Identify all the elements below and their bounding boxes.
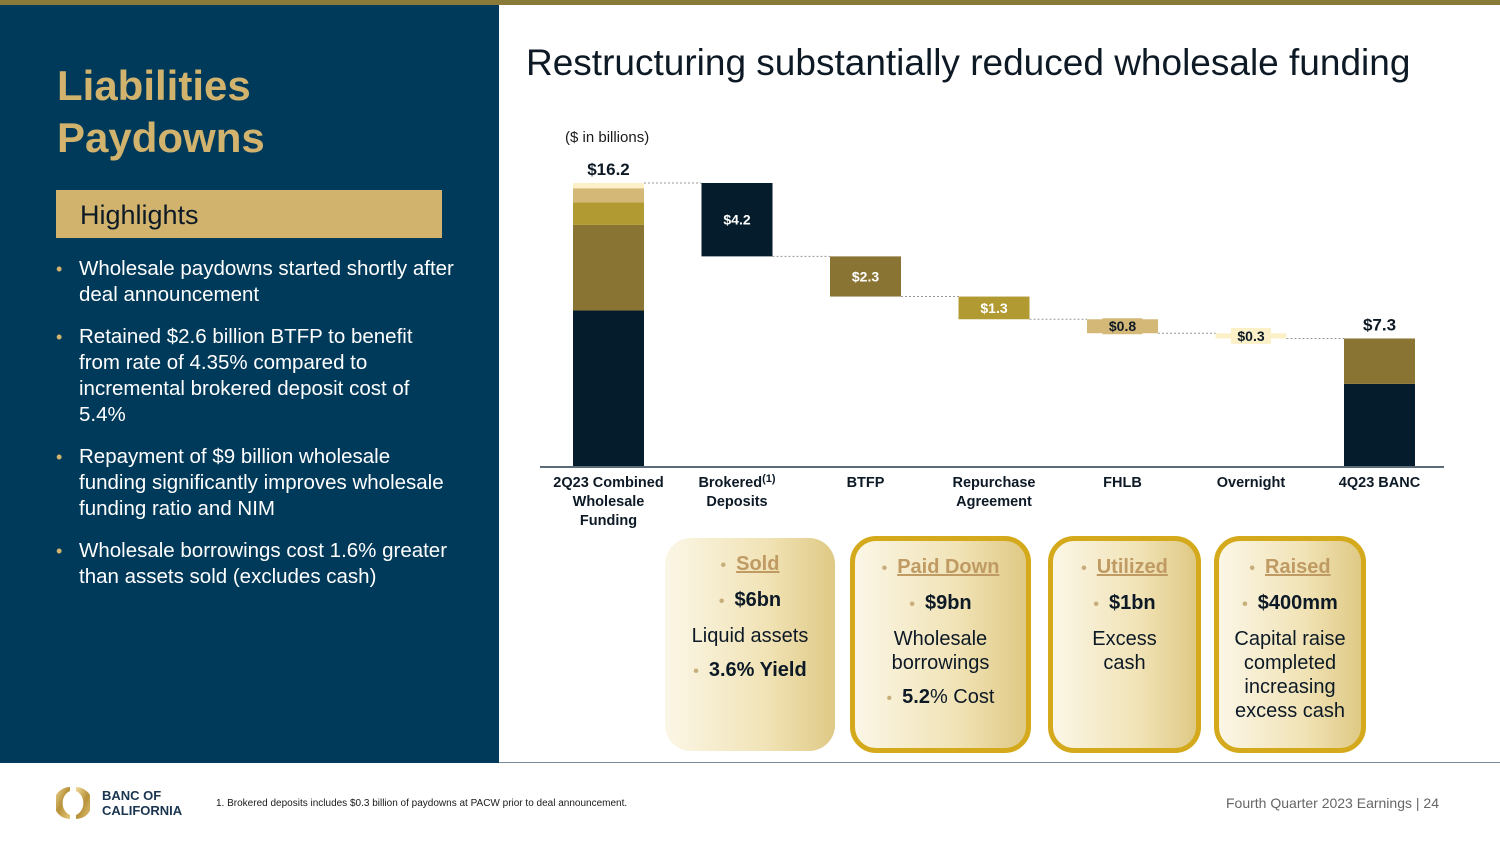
summary-card-utilized: • Utilized • $1bn Excess cash [1048, 536, 1201, 753]
x-tick-label: Wholesale [573, 494, 645, 510]
logo-wordmark: BANC OF CALIFORNIA [102, 788, 182, 818]
decrease-value-label: $0.3 [1237, 328, 1264, 344]
highlight-item: Retained $2.6 billion BTFP to benefit fr… [56, 324, 456, 428]
card-amount: $9bn [924, 592, 972, 614]
bullet-dot-icon: • [1081, 560, 1087, 577]
x-tick-label: Agreement [956, 494, 1032, 510]
highlight-item: Repayment of $9 billion wholesale fundin… [56, 444, 456, 522]
bullet-dot-icon: • [909, 596, 915, 613]
start-bar-segment [573, 183, 644, 189]
decrease-value-label: $1.3 [980, 300, 1007, 316]
card-description: Excess cash [1092, 628, 1157, 674]
bullet-dot-icon: • [1093, 596, 1099, 613]
summary-card-sold: • Sold • $6bn Liquid assets • 3.6% Yield [665, 538, 835, 751]
section-title-line2: Paydowns [57, 114, 265, 161]
card-amount: $400mm [1257, 592, 1338, 614]
banc-of-california-logo-icon [56, 787, 90, 819]
footer-page-info: Fourth Quarter 2023 Earnings | 24 [1226, 795, 1439, 811]
logo-line2: CALIFORNIA [102, 803, 183, 818]
decrease-value-label: $4.2 [723, 212, 750, 228]
decrease-bar [701, 183, 773, 257]
x-tick-label: Overnight [1217, 475, 1286, 491]
decrease-label-bg [1231, 327, 1271, 344]
start-bar-segment [573, 224, 644, 311]
bullet-dot-icon: • [718, 593, 725, 610]
decrease-bar [830, 256, 901, 297]
footnote: 1. Brokered deposits includes $0.3 billi… [216, 798, 628, 809]
bullet-dot-icon: • [886, 690, 893, 707]
units-label: ($ in billions) [565, 129, 650, 146]
slide-title: Restructuring substantially reduced whol… [526, 42, 1411, 83]
x-tick-label: Repurchase [952, 475, 1035, 491]
x-tick-label: Funding [580, 513, 637, 529]
decrease-bar [958, 296, 1030, 320]
end-bar-segment [1344, 383, 1415, 466]
bullet-dot-icon: • [1249, 560, 1255, 577]
logo-line1: BANC OF [102, 788, 162, 803]
card-header: Raised [1265, 556, 1331, 578]
waterfall-chart: $16.2 $4.2 $2.3 $1.3 $0.8 $0.3 $7.3 2Q23 Combin… [540, 160, 1444, 529]
x-tick-label: BTFP [847, 475, 885, 491]
x-tick-label: Deposits [706, 494, 767, 510]
decrease-value-label: $2.3 [852, 268, 879, 284]
highlights-label: Highlights [80, 200, 199, 230]
summary-card-paid-down: • Paid Down • $9bn Wholesale borrowings • 5… [850, 536, 1031, 753]
bullet-dot-icon: • [693, 663, 699, 680]
decrease-value-label: $0.8 [1109, 318, 1136, 334]
card-amount: $1bn [1108, 592, 1156, 614]
summary-card-raised: • Raised • $400mm Capital raise completed … [1214, 536, 1366, 753]
card-metric-suffix: % Cost [929, 686, 995, 708]
start-bar-segment [573, 188, 644, 203]
decrease-label-bg [1102, 318, 1143, 335]
card-metric: 5.2 [902, 686, 930, 708]
top-accent-bar [0, 0, 1500, 5]
start-total-label: $16.2 [587, 160, 630, 179]
x-tick-label: Brokered(1) [698, 473, 775, 491]
start-bar-segment [573, 310, 644, 466]
highlight-item: Wholesale paydowns started shortly after… [56, 256, 456, 308]
x-tick-label: FHLB [1103, 475, 1142, 491]
footnote-superscript: (1) [762, 473, 776, 485]
card-amount: $6bn [734, 589, 782, 611]
footer-divider [499, 762, 1500, 763]
highlight-item: Wholesale borrowings cost 1.6% greater t… [56, 538, 456, 590]
card-description: Wholesale borrowings [891, 628, 990, 674]
card-header: Paid Down [897, 556, 1000, 578]
section-title-line1: Liabilities [57, 62, 251, 109]
bullet-dot-icon: • [720, 557, 727, 574]
card-header: Sold [736, 553, 780, 575]
bullet-dot-icon: • [1242, 596, 1248, 613]
card-header: Utilized [1096, 556, 1168, 578]
section-title: Liabilities Paydowns [57, 60, 265, 164]
end-bar-segment [1344, 338, 1415, 384]
card-description: Capital raise completed increasing exces… [1234, 628, 1346, 722]
card-metric: 3.6% Yield [708, 659, 807, 681]
card-description: Liquid assets [691, 625, 809, 647]
start-bar-segment [573, 202, 644, 225]
x-tick-label: 4Q23 BANC [1339, 475, 1421, 491]
bullet-dot-icon: • [881, 560, 888, 577]
highlights-list: Wholesale paydowns started shortly after… [56, 256, 456, 606]
highlights-header: Highlights [56, 190, 442, 238]
end-total-label: $7.3 [1363, 315, 1396, 334]
x-tick-label: 2Q23 Combined [553, 475, 663, 491]
